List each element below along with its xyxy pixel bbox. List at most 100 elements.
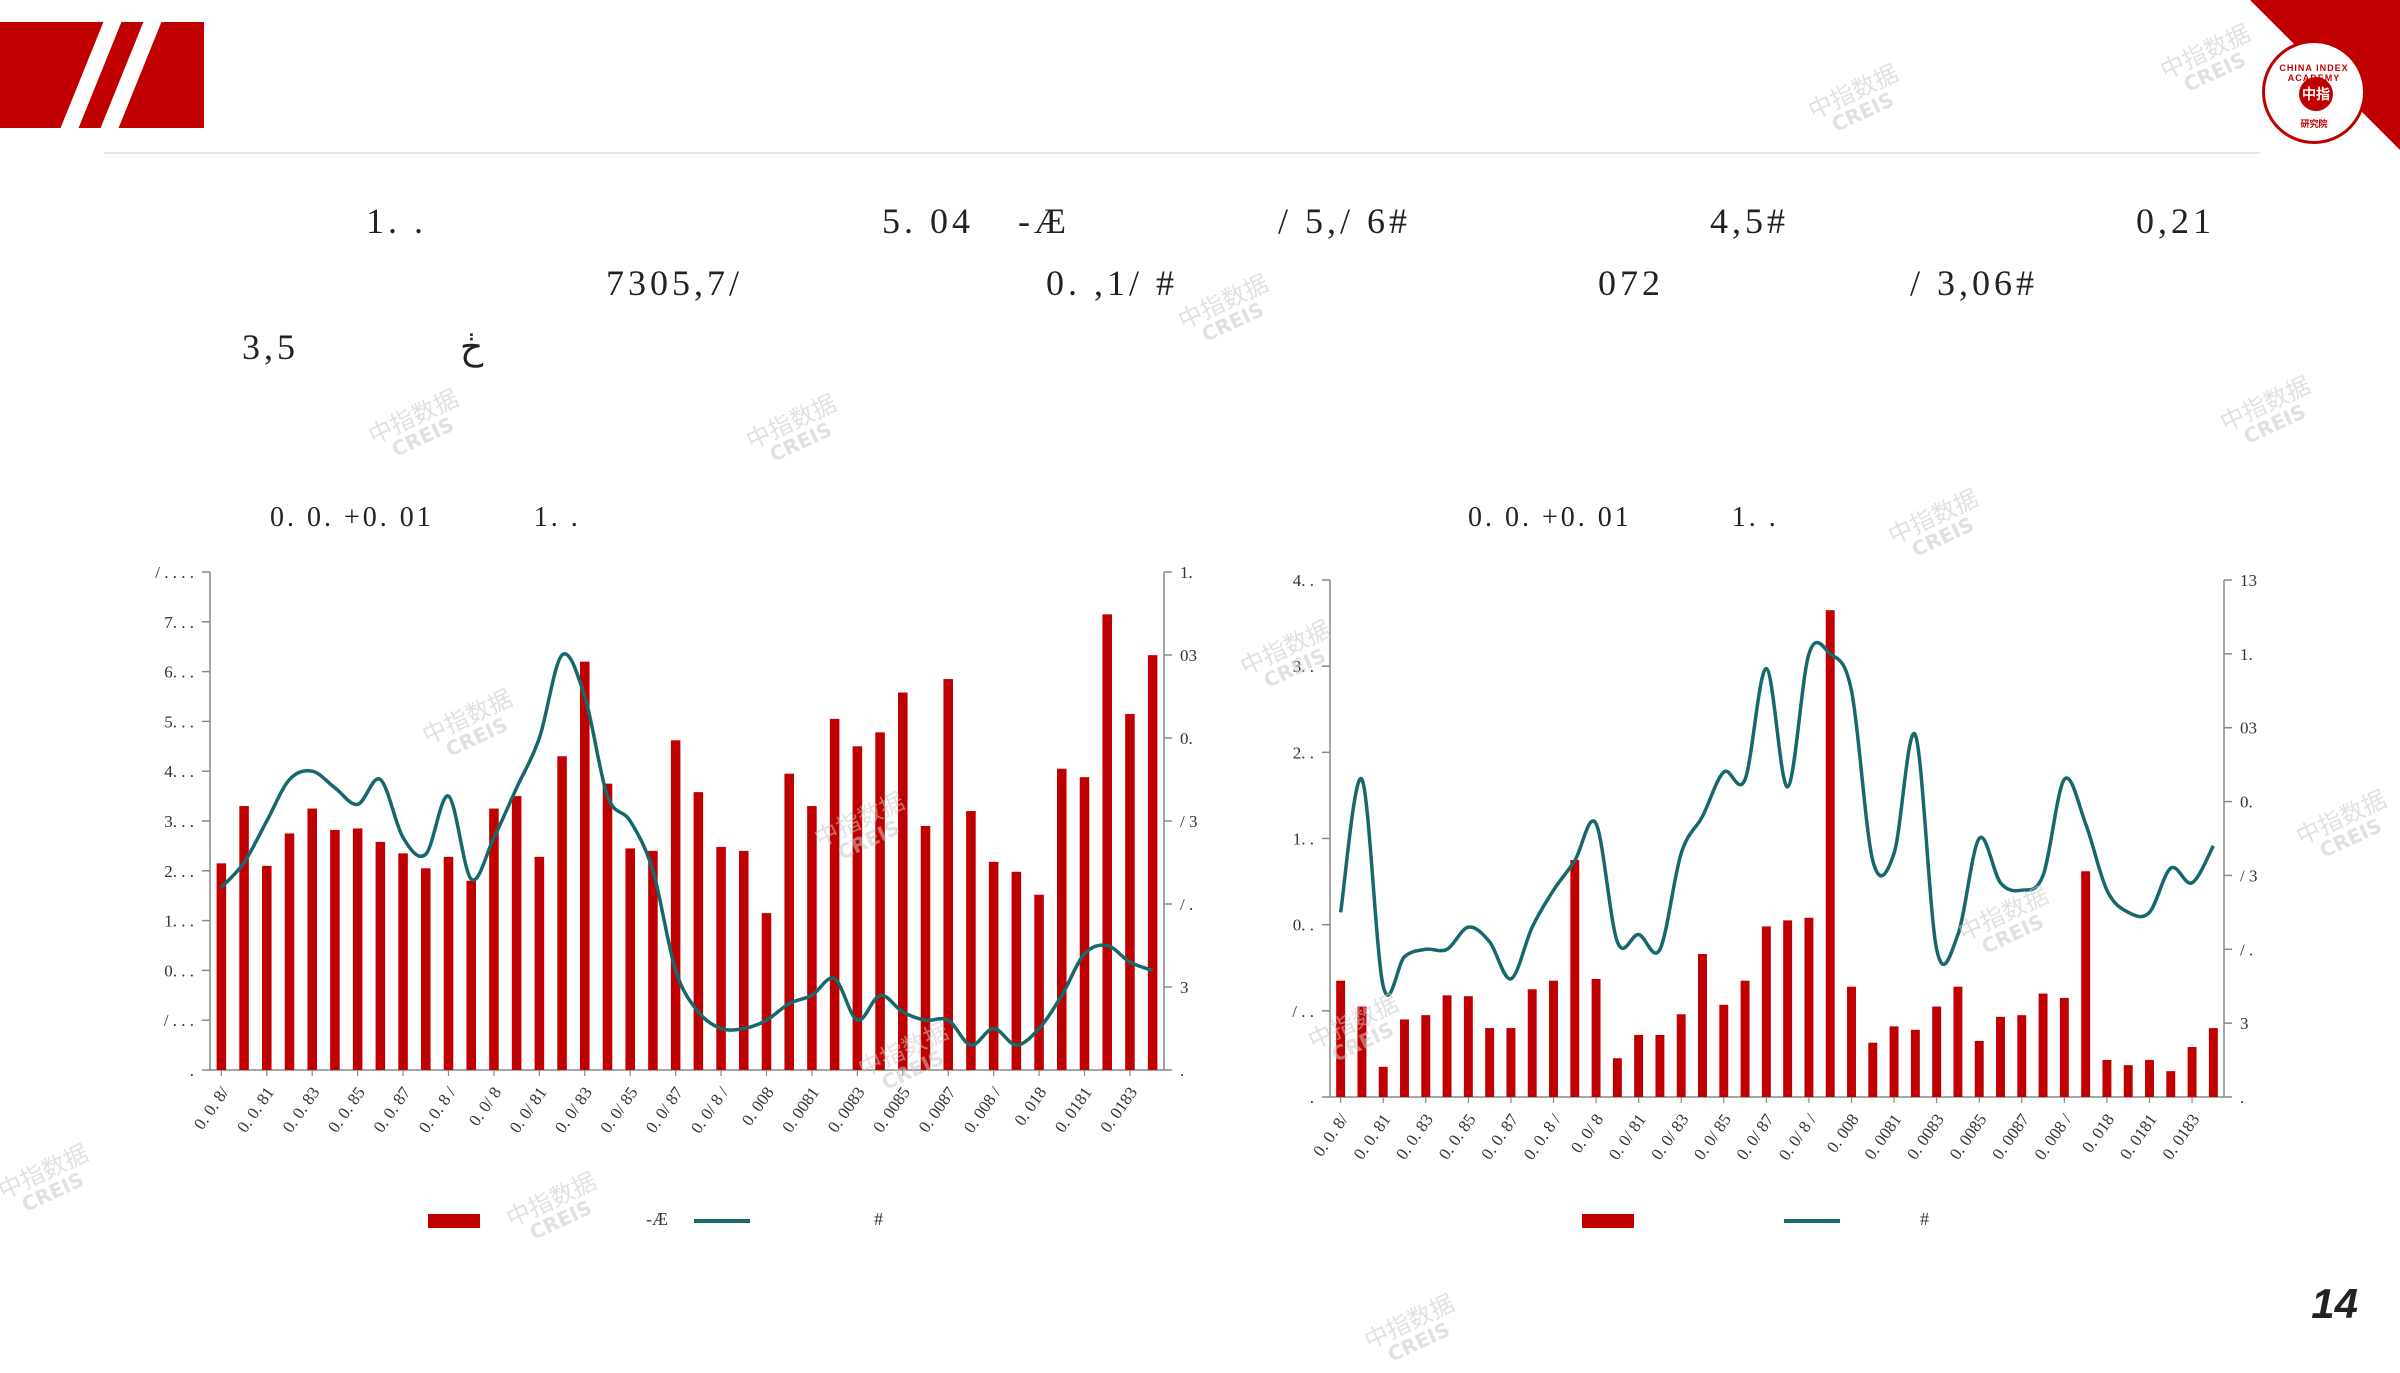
x-tick-label: 0. 0. 8 /	[415, 1083, 460, 1136]
bar	[762, 913, 772, 1070]
x-tick-label: 0. 008	[738, 1083, 778, 1129]
x-tick-label: 0. 0087	[1988, 1110, 2033, 1163]
bar	[671, 740, 681, 1070]
x-tick-label: 0. 0. 81	[1350, 1110, 1395, 1163]
y-right-tick-label: / 3	[1180, 812, 1197, 831]
y-right-tick-label: 13	[2240, 571, 2257, 590]
legend-line-label-left: #	[874, 1209, 883, 1230]
y-left-tick-label: 3. .	[1293, 657, 1314, 676]
bar	[1570, 860, 1579, 1097]
y-left-tick-label: 2. .	[1293, 743, 1314, 762]
logo-foot-text: 研究院	[2265, 117, 2363, 130]
bar	[1826, 610, 1835, 1097]
x-tick-label: 0. 0/ 85	[596, 1083, 641, 1136]
x-tick-label: 0. 008 /	[960, 1083, 1005, 1136]
chart-title-right: 0. 0. +0. 01 1. .	[1468, 502, 1779, 534]
chart-title-left: 0. 0. +0. 01 1. .	[270, 502, 581, 534]
y-left-tick-label: 5. . .	[164, 712, 194, 731]
paragraph-fragment: 072	[1598, 262, 1664, 304]
y-right-tick-label: 03	[2240, 719, 2257, 738]
y-left-tick-label: / . . .	[164, 1011, 194, 1030]
bar	[1847, 987, 1856, 1097]
bar	[2060, 998, 2069, 1097]
bar	[580, 662, 590, 1070]
bar	[2081, 871, 2090, 1097]
x-tick-label: 0. 0/ 8 /	[687, 1083, 733, 1137]
x-tick-label: 0. 0/ 8 /	[1775, 1110, 1821, 1164]
x-tick-label: 0. 0/ 85	[1690, 1110, 1735, 1163]
x-tick-label: 0. 0083	[824, 1083, 869, 1136]
bar	[2039, 994, 2048, 1097]
legend-line-swatch-left	[694, 1219, 750, 1223]
bar	[2017, 1015, 2026, 1097]
x-tick-label: 0. 008 /	[2031, 1110, 2076, 1163]
x-tick-label: 0. 0181	[2116, 1110, 2161, 1163]
paragraph-fragment: 4,5#	[1710, 200, 1789, 242]
x-tick-label: 0. 0. 8/	[1309, 1110, 1352, 1160]
x-tick-label: 0. 018	[1010, 1083, 1050, 1129]
bar	[966, 811, 976, 1070]
bar	[262, 866, 272, 1070]
x-tick-label: 0. 0/ 81	[506, 1083, 551, 1136]
bar	[739, 851, 749, 1070]
x-tick-label: 0. 0087	[915, 1083, 960, 1136]
bar	[1613, 1058, 1622, 1097]
bar	[1148, 655, 1158, 1070]
bar	[875, 732, 885, 1070]
bar	[1485, 1028, 1494, 1097]
bar	[398, 853, 408, 1070]
bar	[1890, 1026, 1899, 1097]
y-left-tick-label: 0. .	[1293, 916, 1314, 935]
y-left-tick-label: 0. . .	[164, 961, 194, 980]
academy-logo: CHINA INDEX ACADEMY 中指 研究院	[2262, 40, 2366, 144]
bar	[1932, 1007, 1941, 1097]
paragraph-fragment: 0,21	[2136, 200, 2215, 242]
bar	[1012, 872, 1022, 1070]
bar	[716, 847, 726, 1070]
bar	[1911, 1030, 1920, 1097]
x-tick-label: 0. 0. 81	[233, 1083, 278, 1136]
bar	[1655, 1035, 1664, 1097]
bar	[1336, 981, 1345, 1097]
legend-bar-swatch-left	[428, 1214, 480, 1228]
bar	[1996, 1017, 2005, 1097]
x-tick-label: 0. 0/ 8	[465, 1083, 505, 1129]
x-tick-label: 0. 0085	[1946, 1110, 1991, 1163]
bar	[1528, 989, 1537, 1097]
bar	[1549, 981, 1558, 1097]
bar	[557, 756, 567, 1070]
legend-label-left: -Æ	[646, 1209, 668, 1230]
x-tick-label: 0. 0/ 87	[1733, 1110, 1778, 1163]
page-number: 14	[2311, 1280, 2358, 1328]
y-right-tick-label: 0.	[1180, 729, 1193, 748]
chart-right: 4. .3. .2. .1. .0. ./ . ..131.030./ 3/ .…	[1200, 540, 2400, 1240]
x-tick-label: 0. 0081	[1861, 1110, 1906, 1163]
y-left-tick-label: 6. . .	[164, 663, 194, 682]
y-right-tick-label: .	[1180, 1061, 1184, 1080]
bar	[603, 784, 613, 1070]
y-left-tick-label: 1. . .	[164, 912, 194, 931]
paragraph-fragment: ڂ	[460, 326, 483, 368]
x-tick-label: 0. 0. 8/	[190, 1083, 233, 1133]
y-left-tick-label: 7. . .	[164, 613, 194, 632]
bar	[694, 792, 704, 1070]
y-left-tick-label: .	[1310, 1088, 1314, 1107]
y-left-tick-label: 4. . .	[164, 762, 194, 781]
bar	[1421, 1015, 1430, 1097]
bar	[1677, 1014, 1686, 1097]
x-tick-label: 0. 018	[2078, 1110, 2118, 1156]
x-tick-label: 0. 0. 85	[1435, 1110, 1480, 1163]
chart-left: / . . . .7. . .6. . .5. . .4. . .3. . .2…	[0, 540, 1260, 1240]
bar	[2124, 1065, 2133, 1097]
bar	[512, 796, 522, 1070]
bar	[807, 806, 817, 1070]
bar	[1357, 1007, 1366, 1097]
paragraph-fragment: / 3,06#	[1910, 262, 2038, 304]
bar	[1034, 895, 1044, 1070]
bar	[1125, 714, 1135, 1070]
paragraph-fragment: 7305,7/	[606, 262, 743, 304]
